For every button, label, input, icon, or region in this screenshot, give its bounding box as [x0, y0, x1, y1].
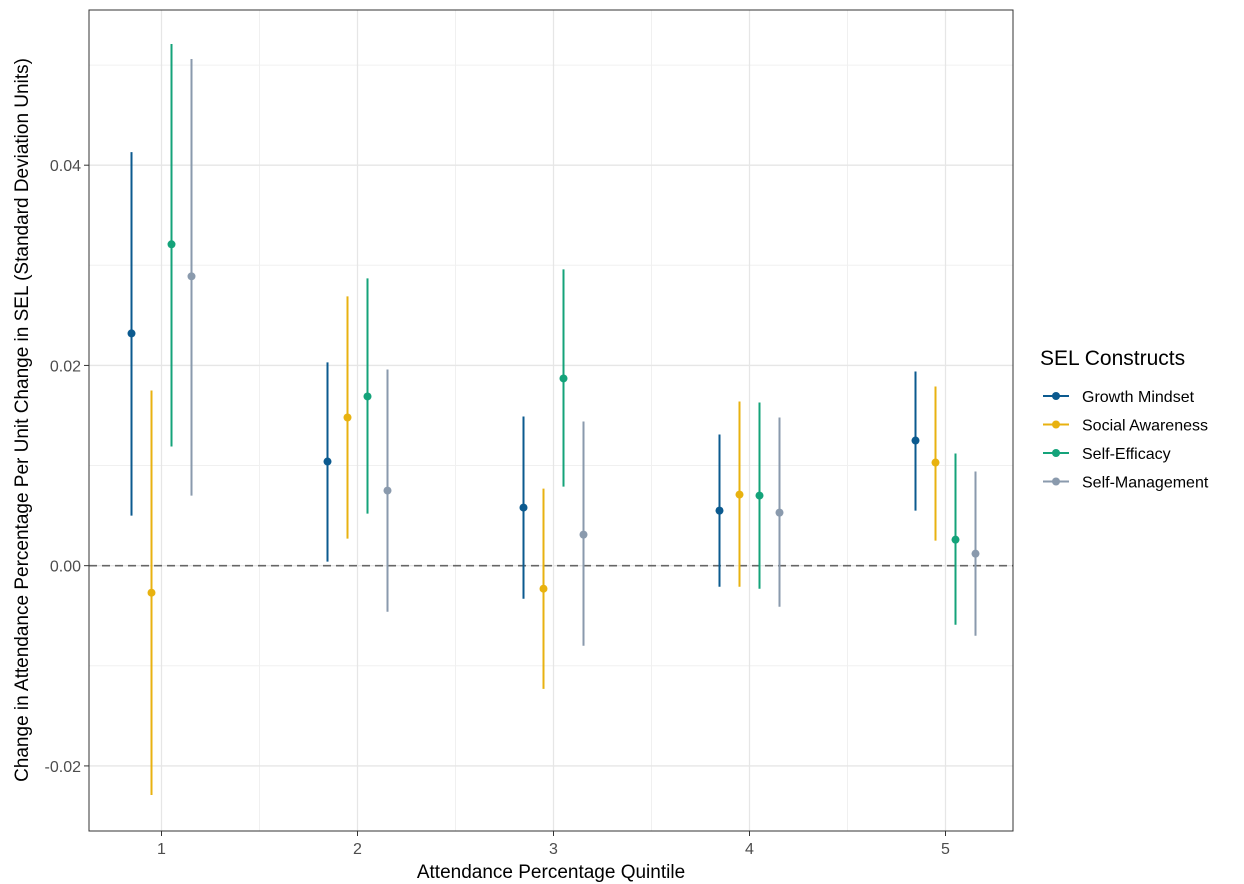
point-self-efficacy	[559, 374, 568, 383]
x-axis: 1 2 3 4 5	[157, 831, 950, 858]
legend: SEL Constructs Growth Mindset Social Awar…	[1040, 347, 1209, 492]
point-self-management	[383, 486, 392, 495]
grid-minor	[89, 10, 1013, 831]
point-growth-mindset	[323, 457, 332, 466]
point-growth-mindset	[911, 436, 920, 445]
legend-label-self-efficacy: Self-Efficacy	[1082, 446, 1171, 463]
point-self-management	[187, 272, 196, 281]
point-self-management	[775, 508, 784, 517]
point-self-efficacy	[755, 491, 764, 500]
panel-background	[89, 10, 1013, 831]
point-social-awareness	[539, 584, 548, 593]
y-tick-label: 0.02	[50, 358, 81, 375]
y-tick-label: 0.00	[50, 559, 81, 576]
legend-label-social-awareness: Social Awareness	[1082, 418, 1208, 435]
point-self-management	[971, 549, 980, 558]
plot-marks	[127, 44, 980, 795]
x-axis-title: Attendance Percentage Quintile	[417, 862, 685, 883]
y-axis-title: Change in Attendance Percentage Per Unit…	[12, 58, 33, 782]
point-self-efficacy	[363, 392, 372, 401]
x-tick-label: 2	[353, 841, 362, 858]
y-axis: -0.02 0.00 0.02 0.04	[45, 158, 89, 776]
legend-key-point-self-efficacy	[1052, 449, 1060, 457]
point-self-efficacy	[951, 535, 960, 544]
y-tick-label: 0.04	[50, 158, 81, 175]
x-tick-label: 5	[941, 841, 950, 858]
point-social-awareness	[931, 458, 940, 467]
legend-label-growth-mindset: Growth Mindset	[1082, 389, 1195, 406]
point-social-awareness	[147, 588, 156, 597]
x-tick-label: 4	[745, 841, 754, 858]
point-self-efficacy	[167, 240, 176, 249]
x-tick-label: 3	[549, 841, 558, 858]
legend-key-point-social-awareness	[1052, 420, 1060, 429]
point-growth-mindset	[715, 506, 724, 515]
point-social-awareness	[343, 413, 352, 422]
legend-key-point-self-management	[1052, 477, 1060, 486]
point-growth-mindset	[127, 329, 136, 338]
panel-border	[88, 9, 1014, 832]
y-tick-label: -0.02	[45, 759, 82, 776]
point-social-awareness	[735, 490, 744, 499]
legend-key-point-growth-mindset	[1052, 392, 1060, 400]
x-tick-label: 1	[157, 841, 166, 858]
legend-title: SEL Constructs	[1040, 347, 1185, 370]
legend-label-self-management: Self-Management	[1082, 475, 1209, 492]
point-self-management	[579, 530, 588, 539]
point-growth-mindset	[519, 503, 528, 512]
